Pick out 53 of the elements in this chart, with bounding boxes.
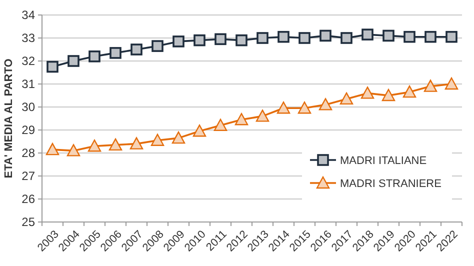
point (402, 85, 416, 98)
point (192, 124, 206, 137)
point (214, 33, 226, 46)
point (276, 102, 290, 114)
y-tick-label: 29 (22, 123, 36, 138)
point (66, 144, 80, 156)
point (256, 110, 270, 122)
y-tick-label: 31 (22, 77, 36, 92)
y-tick-label: 25 (22, 215, 36, 230)
legend-label: MADRI STRANIERE (340, 178, 442, 190)
y-tick-label: 33 (22, 31, 36, 46)
point (172, 131, 186, 144)
point (236, 34, 248, 46)
point (298, 32, 310, 44)
point (382, 30, 394, 42)
point (110, 47, 122, 59)
point (362, 28, 374, 40)
point (404, 30, 416, 43)
point (382, 88, 396, 102)
y-tick-label: 27 (22, 169, 36, 184)
point (340, 32, 352, 44)
point (360, 86, 374, 99)
point (68, 55, 80, 67)
point (130, 137, 144, 150)
point (444, 77, 458, 90)
y-tick-label: 34 (22, 8, 36, 22)
point (234, 113, 248, 126)
point (46, 60, 58, 73)
point (214, 118, 228, 131)
point (298, 102, 312, 114)
y-tick-label: 26 (22, 192, 36, 206)
point (172, 36, 184, 48)
point (446, 30, 458, 43)
legend-label: MADRI ITALIANE (340, 154, 427, 167)
point (424, 80, 438, 92)
point (46, 142, 60, 156)
point (108, 138, 122, 151)
y-axis-title: ETA' MEDIA AL PARTO (3, 58, 15, 178)
point (152, 40, 164, 52)
point (340, 92, 354, 105)
point (424, 30, 436, 43)
point (88, 140, 102, 152)
point (318, 98, 332, 110)
y-tick-label: 32 (22, 54, 36, 68)
y-tick-label: 30 (22, 100, 36, 114)
point (194, 34, 206, 46)
y-tick-label: 28 (22, 146, 36, 160)
point (320, 30, 332, 42)
point (256, 32, 268, 44)
point (130, 44, 142, 56)
point (88, 50, 100, 62)
point (150, 134, 164, 146)
point (278, 30, 290, 43)
